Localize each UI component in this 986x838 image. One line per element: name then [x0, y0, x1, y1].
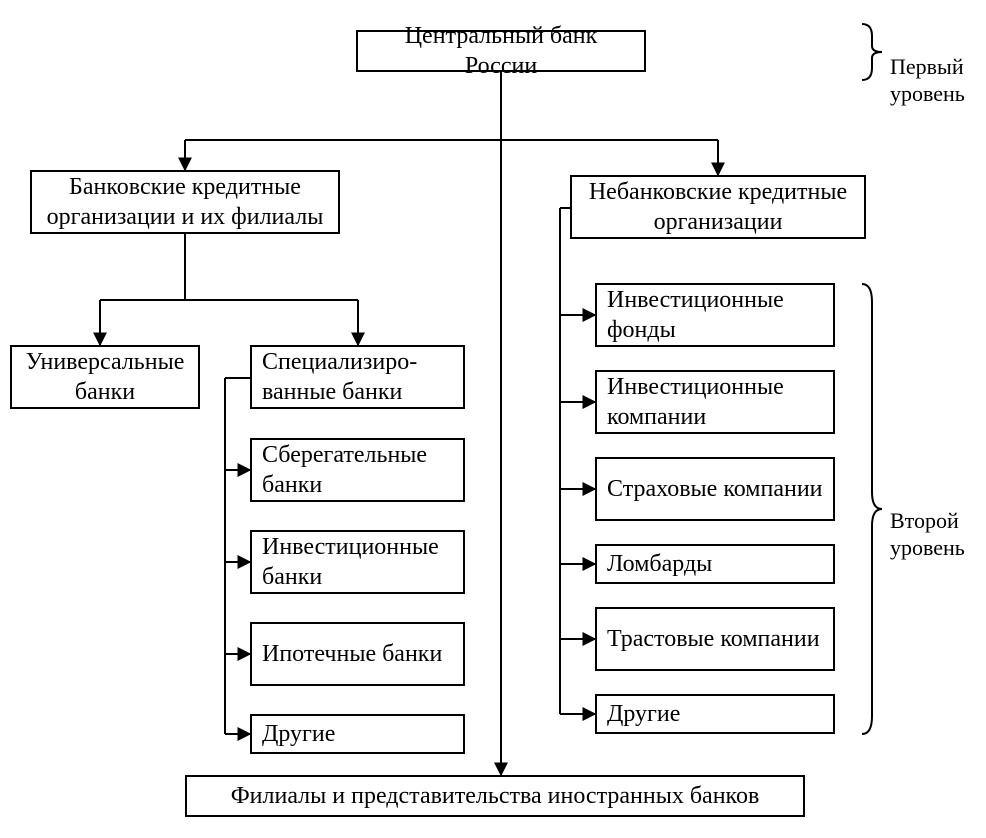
node-savings-text: Сберегательные банки: [262, 440, 453, 500]
node-invest-banks: Инвестиционные банки: [250, 530, 465, 594]
node-foreign-text: Филиалы и представительства иностранных …: [231, 781, 760, 811]
node-invest-comp-text: Инвестиционные компании: [607, 372, 823, 432]
node-root: Центральный банк России: [356, 30, 646, 72]
node-nonbank-org: Небанковские кредитные организации: [570, 175, 866, 239]
node-others-left-text: Другие: [262, 719, 335, 749]
node-pawnshops-text: Ломбарды: [607, 549, 712, 579]
node-others-right: Другие: [595, 694, 835, 734]
node-universal-text: Универсальные банки: [22, 347, 188, 407]
node-savings: Сберегательные банки: [250, 438, 465, 502]
label-level2-text: Второй уровень: [890, 508, 965, 559]
label-level1: Первый уровень: [890, 28, 965, 107]
brace-level1: [858, 22, 884, 82]
node-invest-funds-text: Инвестиционные фонды: [607, 285, 823, 345]
node-trust-text: Трастовые компании: [607, 624, 820, 654]
node-mortgage: Ипотечные банки: [250, 622, 465, 686]
node-specialized-text: Специализиро- ванные банки: [262, 347, 417, 407]
node-others-left: Другие: [250, 714, 465, 754]
node-root-text: Центральный банк России: [368, 21, 634, 81]
node-trust: Трастовые компании: [595, 607, 835, 671]
node-specialized: Специализиро- ванные банки: [250, 345, 465, 409]
node-nonbank-org-text: Небанковские кредитные организации: [582, 177, 854, 237]
node-bank-org-text: Банковские кредитные организации и их фи…: [42, 172, 328, 232]
node-others-right-text: Другие: [607, 699, 680, 729]
node-insurance-text: Страховые компании: [607, 474, 823, 504]
node-invest-banks-text: Инвестиционные банки: [262, 532, 453, 592]
connectors: [0, 0, 986, 838]
node-pawnshops: Ломбарды: [595, 544, 835, 584]
label-level2: Второй уровень: [890, 482, 965, 561]
node-insurance: Страховые компании: [595, 457, 835, 521]
node-universal: Универсальные банки: [10, 345, 200, 409]
node-mortgage-text: Ипотечные банки: [262, 639, 442, 669]
node-invest-funds: Инвестиционные фонды: [595, 283, 835, 347]
label-level1-text: Первый уровень: [890, 54, 965, 105]
node-bank-org: Банковские кредитные организации и их фи…: [30, 170, 340, 234]
brace-level2: [858, 282, 884, 736]
node-foreign: Филиалы и представительства иностранных …: [185, 775, 805, 817]
node-invest-comp: Инвестиционные компании: [595, 370, 835, 434]
